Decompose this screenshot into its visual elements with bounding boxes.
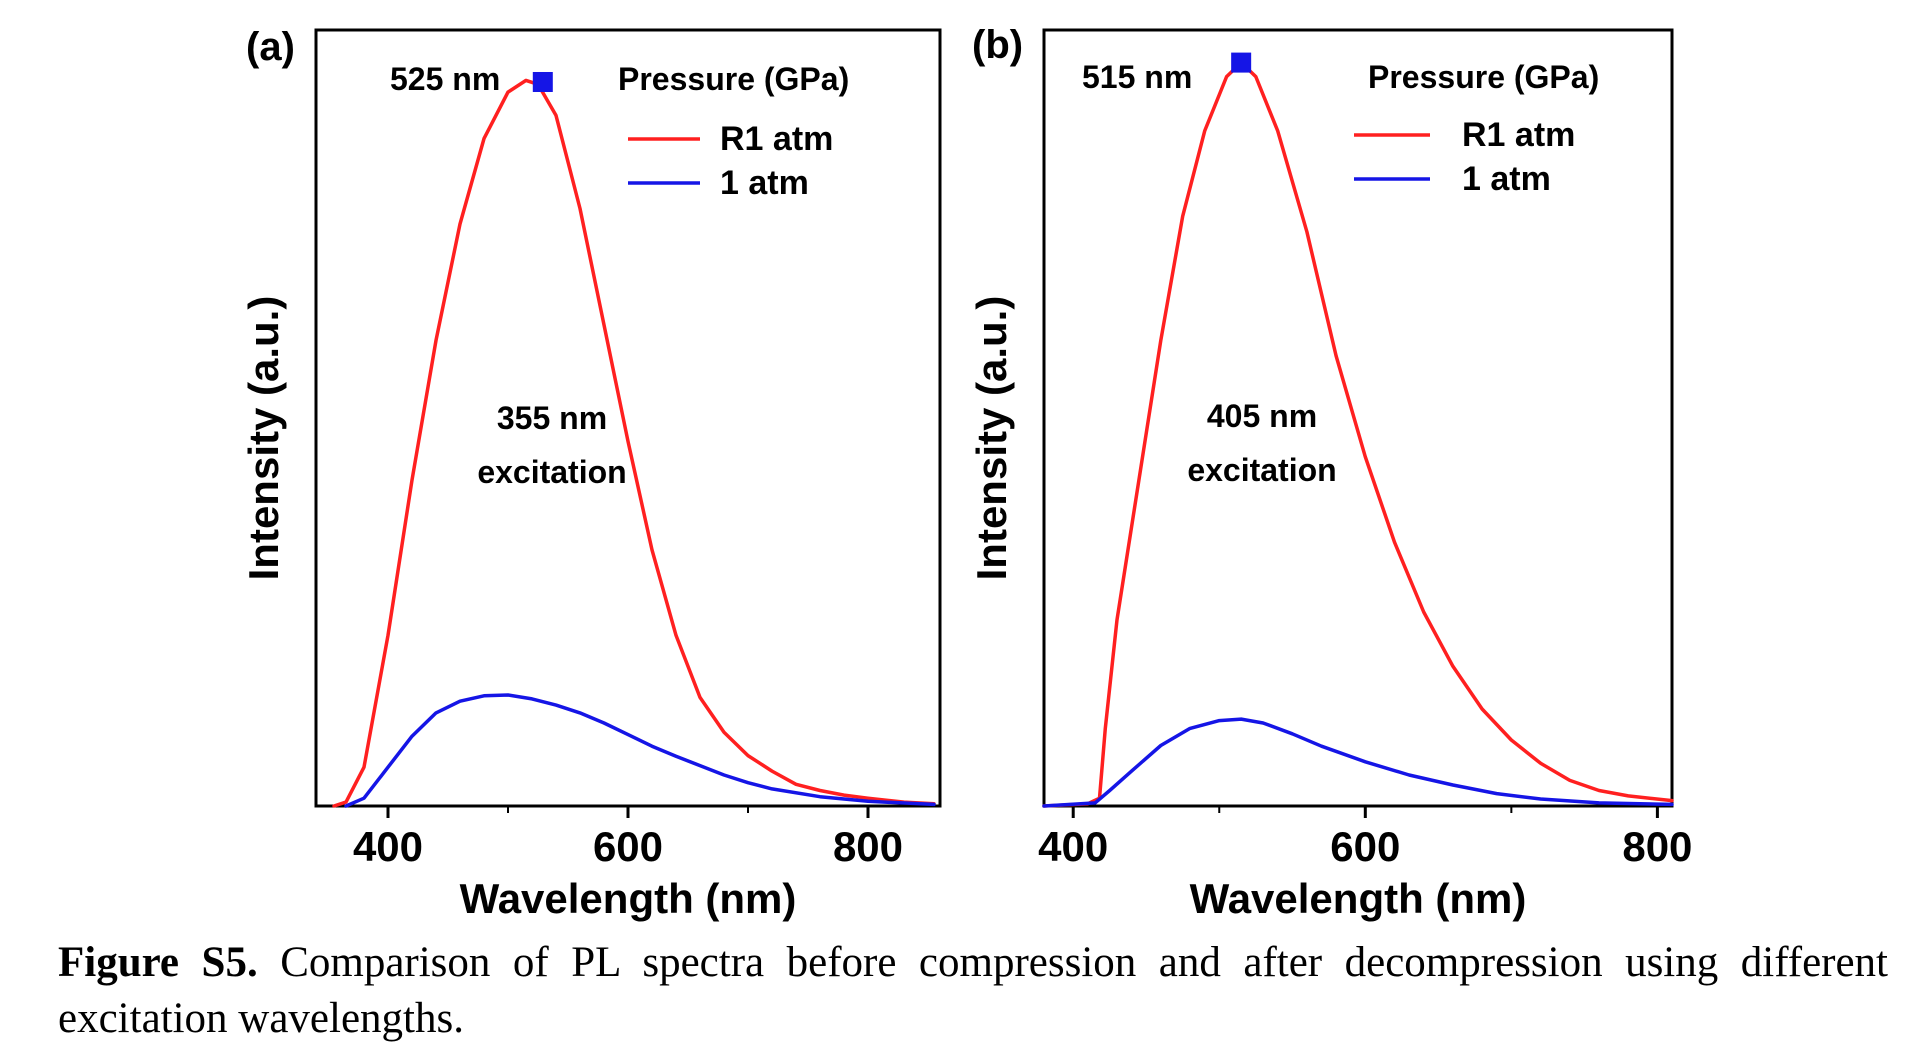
series-line-1-atm <box>1042 717 1674 808</box>
series-line-1-atm <box>344 693 936 808</box>
x-axis-label: Wavelength (nm) <box>1190 875 1527 922</box>
caption-text: Comparison of PL spectra before compress… <box>58 939 1889 1042</box>
excitation-annotation: excitation <box>477 454 626 490</box>
x-tick-label: 400 <box>353 823 423 870</box>
panel-label: (a) <box>246 25 295 69</box>
peak-label: 525 nm <box>390 61 500 97</box>
x-tick-label: 800 <box>833 823 903 870</box>
x-tick-label: 800 <box>1622 823 1692 870</box>
figure-caption: Figure S5. Comparison of PL spectra befo… <box>58 935 1888 1047</box>
legend-label: 1 atm <box>1462 160 1551 198</box>
x-tick-label: 600 <box>1330 823 1400 870</box>
x-tick-label: 600 <box>593 823 663 870</box>
caption-label: Figure S5. <box>58 939 258 986</box>
series-line-r1-atm <box>1042 60 1674 808</box>
plot-frame <box>1042 28 1674 808</box>
legend-label: R1 atm <box>720 120 833 158</box>
x-tick-label: 400 <box>1038 823 1108 870</box>
legend-label: R1 atm <box>1462 116 1575 154</box>
excitation-annotation: excitation <box>1187 452 1336 488</box>
chart-panel-a: 400 600 800 Wavelength (nm) Intensity (a.u.)… <box>240 25 942 922</box>
chart-panel-b: 400 600 800 Wavelength (nm) Intensity (a.u.)… <box>968 23 1692 922</box>
legend-title: Pressure (GPa) <box>618 61 849 97</box>
excitation-annotation: 405 nm <box>1207 398 1317 434</box>
legend-label: 1 atm <box>720 164 809 202</box>
excitation-annotation: 355 nm <box>497 400 607 436</box>
y-axis-label: Intensity (a.u.) <box>968 296 1015 581</box>
legend-title: Pressure (GPa) <box>1368 59 1599 95</box>
plot-frame <box>314 28 942 808</box>
x-axis-label: Wavelength (nm) <box>460 875 797 922</box>
series-line-r1-atm <box>332 78 936 808</box>
peak-marker <box>1231 52 1252 73</box>
peak-label: 515 nm <box>1082 59 1192 95</box>
y-axis-label: Intensity (a.u.) <box>240 296 287 581</box>
peak-marker <box>532 71 553 92</box>
panel-label: (b) <box>972 23 1023 67</box>
